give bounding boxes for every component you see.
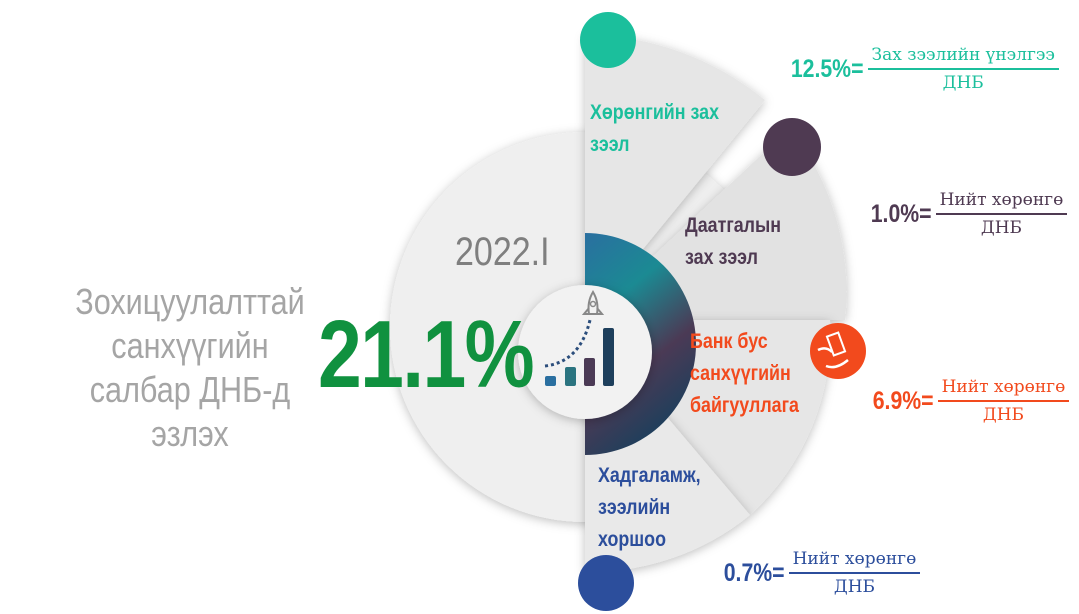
rocket-growth-chart-icon bbox=[544, 290, 614, 386]
center-circle bbox=[518, 285, 652, 419]
formula-insurance: 1.0%= Нийт хөрөнгө ДНБ bbox=[860, 190, 1068, 238]
segment-label-savings: Хадгаламж, зээлийн хоршоо bbox=[598, 460, 701, 556]
formula-nonbank: 6.9%= Нийт хөрөнгө ДНБ bbox=[862, 377, 1070, 425]
savings-dot bbox=[578, 555, 634, 611]
label-line: зах зээл bbox=[685, 246, 758, 269]
formula-denominator: ДНБ bbox=[942, 73, 984, 93]
formula-numerator: Зах зээлийн үнэлгээ bbox=[867, 45, 1059, 70]
formula-savings: 0.7%= Нийт хөрөнгө ДНБ bbox=[713, 549, 921, 597]
formula-value: 12.5%= bbox=[790, 54, 864, 83]
formula-value: 1.0%= bbox=[870, 199, 932, 228]
formula-capital-market: 12.5%= Зах зээлийн үнэлгээ ДНБ bbox=[778, 45, 1059, 93]
label-line: байгууллага bbox=[690, 394, 799, 417]
label-line: Хадгаламж, bbox=[598, 464, 701, 487]
formula-value: 0.7%= bbox=[723, 558, 785, 587]
formula-denominator: ДНБ bbox=[980, 218, 1023, 238]
segment-label-insurance: Даатгалын зах зээл bbox=[685, 210, 781, 274]
label-line: хоршоо bbox=[598, 528, 666, 551]
segment-label-capital-market: Хөрөнгийн зах зээл bbox=[590, 97, 719, 161]
label-line: зээлийн bbox=[598, 496, 671, 519]
label-line: санхүүгийн bbox=[690, 362, 791, 385]
segment-label-nonbank: Банк бус санхүүгийн байгууллага bbox=[690, 326, 799, 422]
formula-numerator: Нийт хөрөнгө bbox=[935, 190, 1068, 215]
page-title: Зохицуулалттай санхүүгийн салбар ДНБ-д э… bbox=[75, 281, 305, 454]
label-line: зээл bbox=[590, 133, 630, 156]
formula-numerator: Нийт хөрөнгө bbox=[937, 377, 1070, 402]
capital-market-dot bbox=[580, 12, 636, 68]
insurance-dot bbox=[763, 118, 821, 176]
period-label: 2022.I bbox=[455, 230, 550, 274]
label-line: Даатгалын bbox=[685, 214, 782, 237]
money-hand-icon bbox=[810, 323, 866, 379]
label-line: Банк бус bbox=[690, 330, 768, 353]
label-line: Хөрөнгийн зах bbox=[590, 101, 720, 124]
formula-value: 6.9%= bbox=[872, 386, 934, 415]
total-share-value: 21.1% bbox=[318, 301, 535, 408]
formula-denominator: ДНБ bbox=[833, 577, 876, 597]
formula-numerator: Нийт хөрөнгө bbox=[788, 549, 921, 574]
formula-denominator: ДНБ bbox=[982, 405, 1025, 425]
